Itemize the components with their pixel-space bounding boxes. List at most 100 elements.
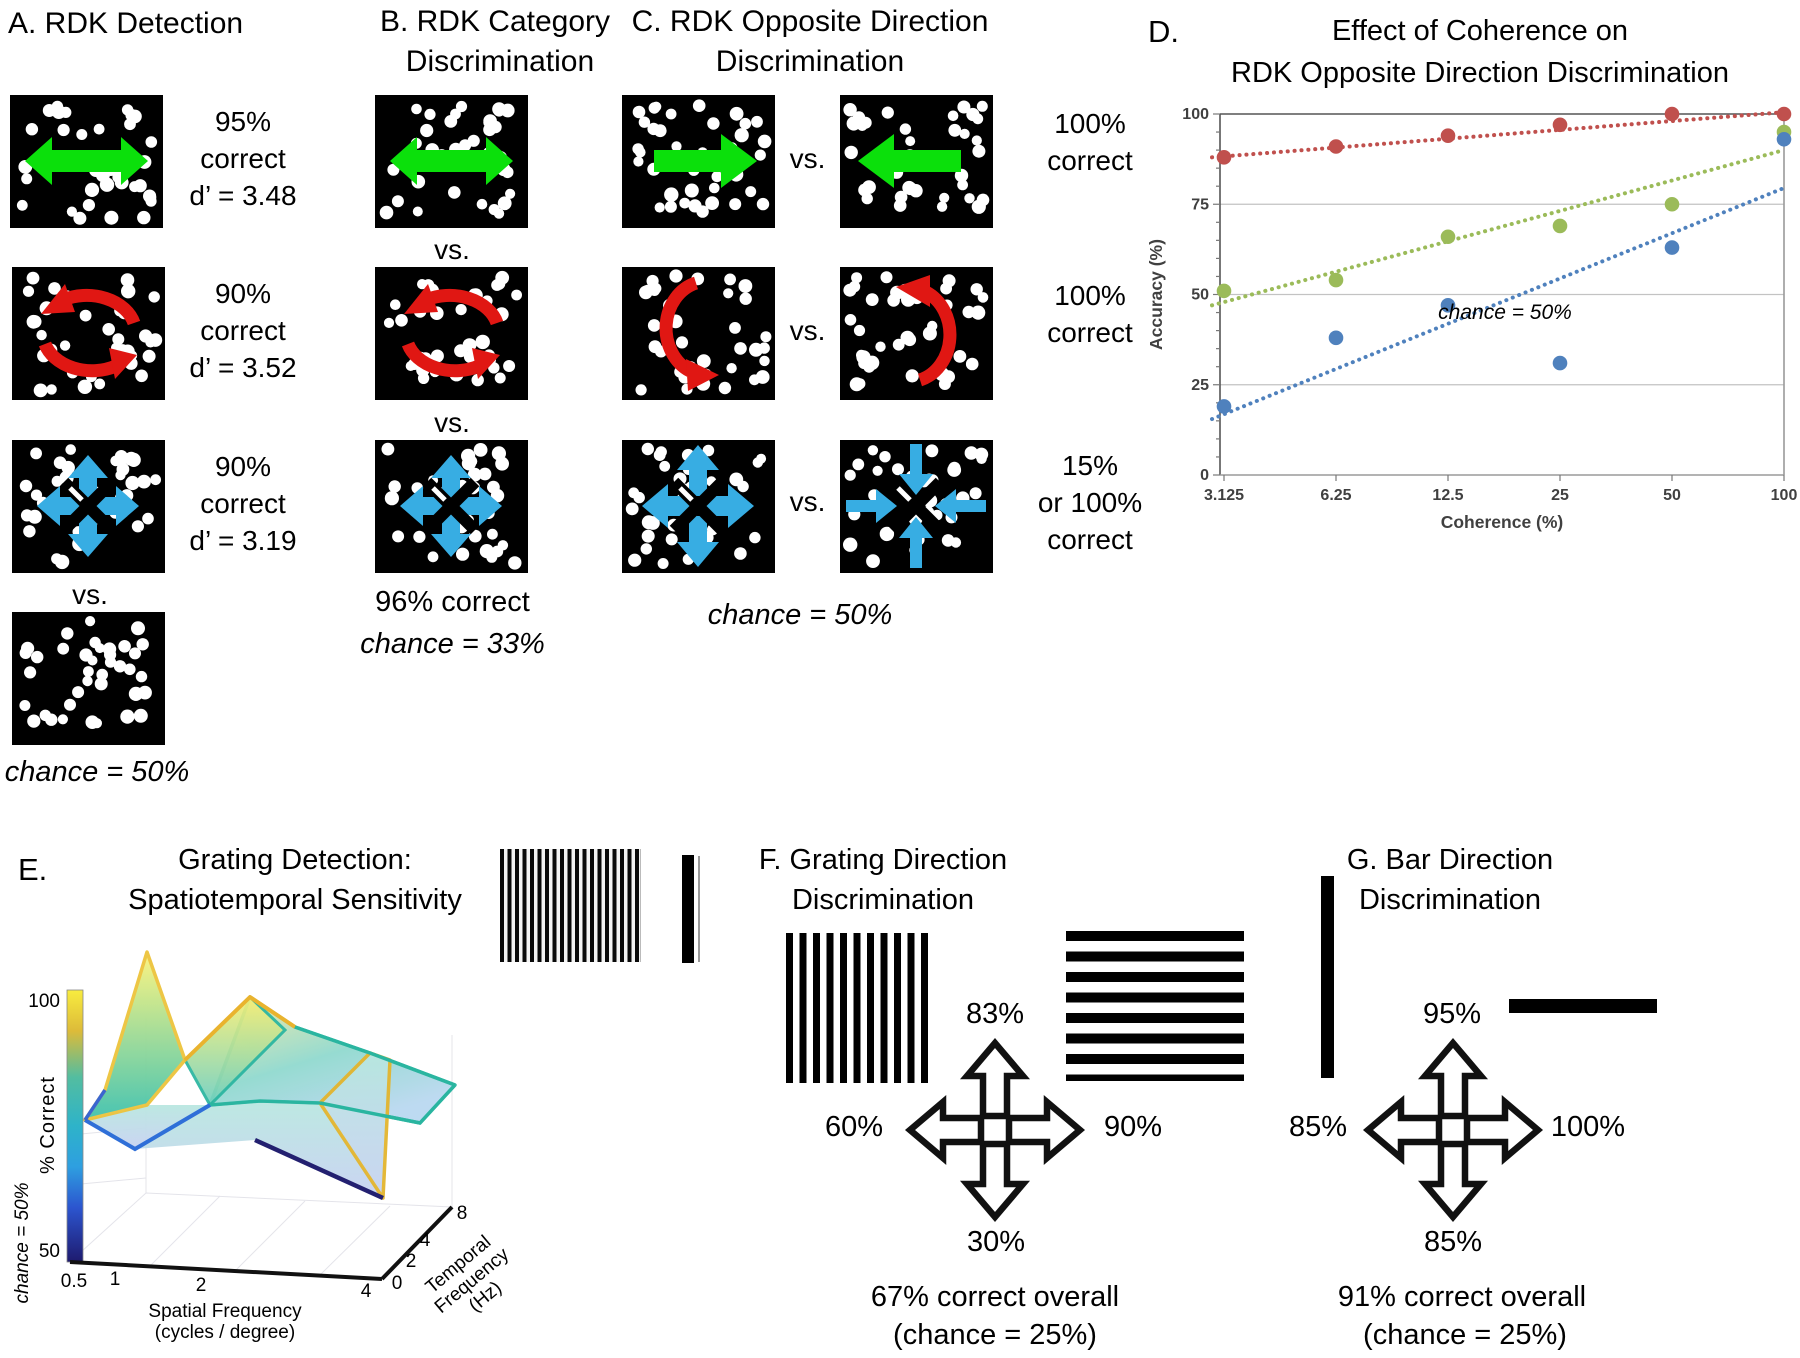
data-point-red xyxy=(1776,106,1792,122)
left-arrow-icon xyxy=(1362,1094,1443,1166)
tf-axis-label: Temporal Frequency (Hz) xyxy=(422,1232,514,1318)
panel-g-title-1: G. Bar Direction xyxy=(1346,844,1554,876)
data-point-green xyxy=(1664,196,1680,212)
horizontal-bar-image xyxy=(1509,999,1657,1013)
data-point-blue xyxy=(1216,399,1232,414)
result-line: correct xyxy=(1047,317,1133,348)
y-tick-label: 75 xyxy=(1191,196,1209,213)
panel-c-vs-1: vs. xyxy=(789,143,826,174)
x-axis-title: Coherence (%) xyxy=(1441,512,1564,532)
panel-b-title-2: Discrimination xyxy=(405,45,595,78)
panel-g-left-value: 85% xyxy=(1288,1111,1348,1143)
surface-mesh xyxy=(83,950,457,1201)
panel-c-chance: chance = 50% xyxy=(707,599,893,631)
rdk-image-red-rotation xyxy=(375,267,528,400)
result-line: 15% xyxy=(1061,450,1119,481)
data-point-blue xyxy=(1440,298,1456,313)
panel-g-chance: (chance = 25%) xyxy=(1363,1319,1567,1351)
x-tick-label: 100 xyxy=(1771,487,1798,504)
panel-f-chance: (chance = 25%) xyxy=(893,1319,1097,1351)
result-line: correct xyxy=(1047,524,1133,555)
panel-g-right-value: 100% xyxy=(1550,1111,1626,1143)
horizontal-grating-image xyxy=(1066,931,1244,1081)
grating-edge-stripe xyxy=(682,855,694,963)
tf-tick-0: 0 xyxy=(392,1273,403,1294)
spatial-frequency-axis xyxy=(69,1260,383,1281)
x-tick-label: 3.125 xyxy=(1204,487,1244,504)
data-point-green xyxy=(1440,229,1456,245)
up-arrow-icon xyxy=(1417,1037,1489,1120)
surface-3d-plot: 100 50 % Correct chance = 50% 0.5 1 2 4 … xyxy=(12,950,514,1343)
panel-b-vs-2: vs. xyxy=(434,407,470,438)
panel-e-title-2: Spatiotemporal Sensitivity xyxy=(128,884,462,916)
y-tick-label: 50 xyxy=(1191,287,1209,304)
x-tick-label: 6.25 xyxy=(1320,487,1351,504)
panel-b-chance: chance = 33% xyxy=(360,628,545,660)
rdk-image-blue-cross xyxy=(12,440,165,573)
rdk-image-dots-only xyxy=(12,612,165,745)
tf-tick-8: 8 xyxy=(457,1203,468,1224)
x-tick-label: 12.5 xyxy=(1432,487,1463,504)
rdk-image-red-ccw-right xyxy=(840,267,993,400)
colorbar xyxy=(66,989,84,1263)
vertical-bar-image xyxy=(1321,876,1334,1078)
panel-f-title-1: F. Grating Direction xyxy=(758,844,1008,876)
panel-c-vs-2: vs. xyxy=(789,315,826,346)
result-line: correct xyxy=(200,315,286,346)
panel-d-title-1: Effect of Coherence on xyxy=(1331,15,1629,47)
coherence-scatter-chart: 0 25 50 75 100 3.125 6.25 12.5 25 50 100 Coherence … xyxy=(1146,106,1798,532)
left-arrow-icon xyxy=(904,1094,985,1166)
panel-c-title-2: Discrimination xyxy=(715,45,905,78)
data-point-blue xyxy=(1552,355,1568,371)
data-point-red xyxy=(1552,117,1568,133)
trendline-blue xyxy=(1210,186,1786,422)
result-line: correct xyxy=(200,143,286,174)
y-tick-label: 0 xyxy=(1200,467,1209,484)
sf-tick-0.5: 0.5 xyxy=(61,1271,87,1292)
panel-c-result-1: 100% correct xyxy=(1010,105,1170,179)
colorbar-axis-label: % Correct xyxy=(37,1076,59,1174)
panel-b-result: 96% correct xyxy=(375,586,530,618)
down-arrow-icon xyxy=(1417,1140,1489,1223)
panel-a-result-3: 90% correct d’ = 3.19 xyxy=(168,448,318,559)
panel-e-chance-label: chance = 50% xyxy=(12,1182,33,1303)
panel-a-chance: chance = 50% xyxy=(4,756,190,788)
panel-a-title: A. RDK Detection xyxy=(8,7,244,40)
panel-b-vs-1: vs. xyxy=(434,234,470,265)
panel-g-overall: 91% correct overall xyxy=(1337,1281,1587,1313)
data-point-green xyxy=(1552,218,1568,234)
panel-a-result-1: 95% correct d’ = 3.48 xyxy=(168,103,318,214)
panel-b-title-1: B. RDK Category xyxy=(379,5,611,38)
y-axis-title: Accuracy (%) xyxy=(1146,239,1166,350)
panel-c-result-2: 100% correct xyxy=(1010,277,1170,351)
right-arrow-icon xyxy=(1005,1094,1086,1166)
down-arrow-icon xyxy=(959,1140,1031,1223)
right-arrow-icon xyxy=(1463,1094,1544,1166)
up-arrow-icon xyxy=(959,1037,1031,1120)
y-tick-label: 100 xyxy=(1182,106,1209,123)
panel-f-up-value: 83% xyxy=(965,998,1025,1030)
direction-cross-g xyxy=(1362,1037,1544,1223)
result-line: or 100% xyxy=(1037,487,1143,518)
data-point-green xyxy=(1216,283,1232,299)
rdk-image-green-double xyxy=(10,95,163,228)
tf-tick-4: 4 xyxy=(420,1230,431,1251)
colorbar-max-label: 100 xyxy=(28,991,60,1012)
panel-a-vs: vs. xyxy=(72,579,108,610)
temporal-frequency-axis xyxy=(380,1205,454,1281)
data-point-red xyxy=(1440,128,1456,143)
sf-tick-2: 2 xyxy=(196,1275,207,1296)
data-point-green xyxy=(1328,272,1344,288)
result-line: 100% xyxy=(1054,108,1126,139)
result-line: 90% xyxy=(214,451,272,482)
sf-axis-label-1: Spatial Frequency xyxy=(148,1301,302,1322)
panel-d-annotation: chance = 50% xyxy=(1438,301,1572,324)
rdk-image-green-right xyxy=(622,95,775,228)
data-point-blue xyxy=(1664,240,1680,255)
result-line: 90% xyxy=(214,278,272,309)
x-tick-label: 25 xyxy=(1551,487,1569,504)
rdk-image-blue-inward xyxy=(840,440,993,573)
panel-a-result-2: 90% correct d’ = 3.52 xyxy=(168,275,318,386)
rdk-image-green-left xyxy=(840,95,993,228)
